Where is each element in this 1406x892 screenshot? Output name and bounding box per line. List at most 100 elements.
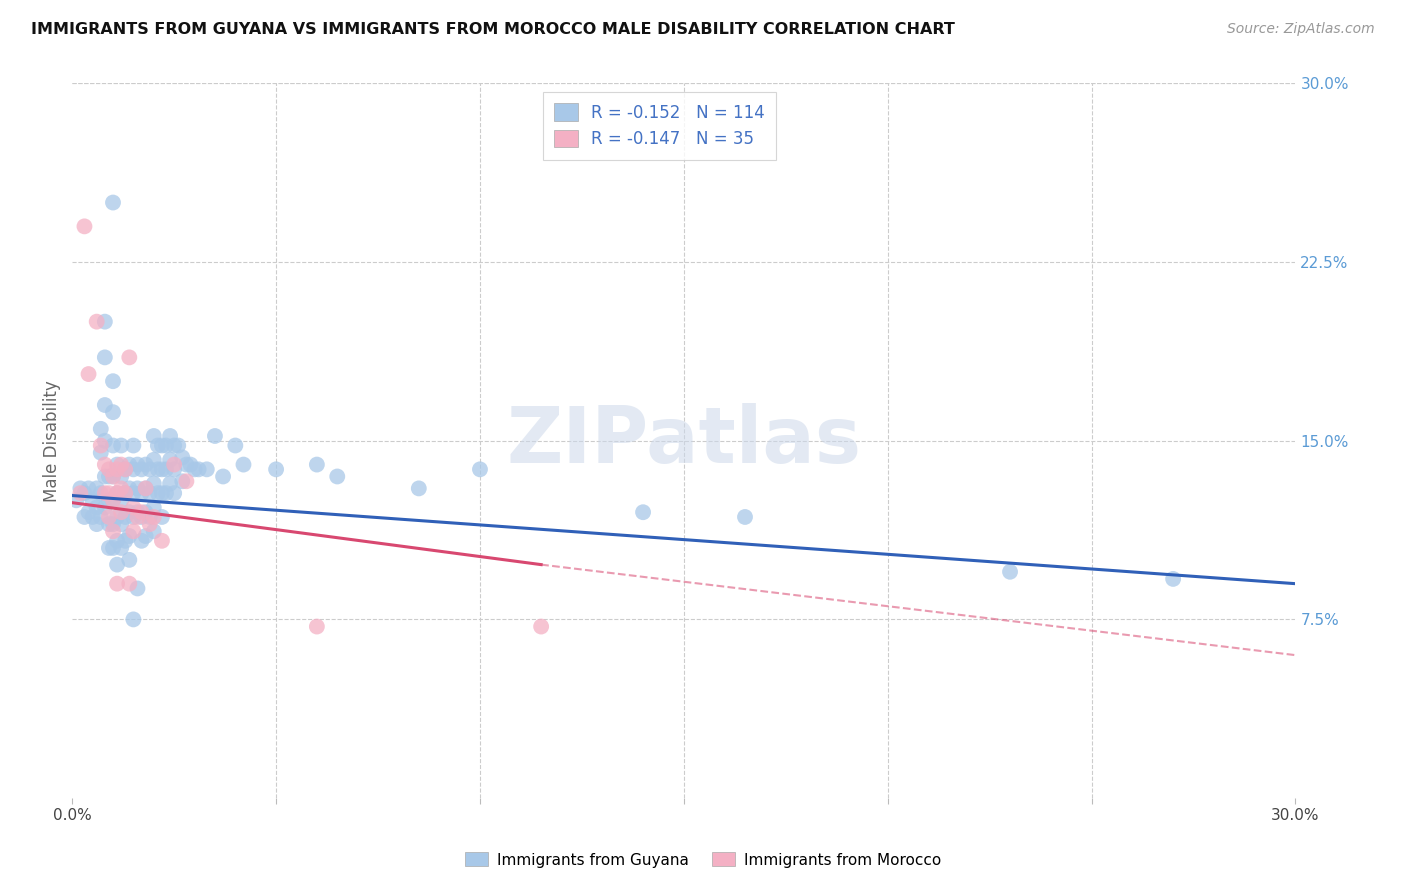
Point	[127, 510, 149, 524]
Point	[142, 524, 165, 539]
Point	[998, 565, 1021, 579]
Point	[118, 482, 141, 496]
Point	[73, 510, 96, 524]
Point	[114, 462, 136, 476]
Point	[232, 458, 254, 472]
Point	[159, 476, 181, 491]
Point	[101, 517, 124, 532]
Point	[77, 482, 100, 496]
Point	[142, 429, 165, 443]
Point	[122, 438, 145, 452]
Point	[101, 493, 124, 508]
Point	[101, 469, 124, 483]
Point	[131, 462, 153, 476]
Point	[110, 505, 132, 519]
Point	[131, 486, 153, 500]
Point	[159, 452, 181, 467]
Point	[90, 438, 112, 452]
Point	[114, 462, 136, 476]
Point	[155, 462, 177, 476]
Point	[73, 219, 96, 234]
Point	[105, 486, 128, 500]
Point	[127, 582, 149, 596]
Point	[118, 505, 141, 519]
Point	[94, 458, 117, 472]
Point	[135, 482, 157, 496]
Point	[135, 529, 157, 543]
Point	[305, 458, 328, 472]
Point	[122, 524, 145, 539]
Point	[110, 541, 132, 555]
Point	[163, 458, 186, 472]
Point	[114, 533, 136, 548]
Point	[127, 505, 149, 519]
Point	[212, 469, 235, 483]
Point	[101, 195, 124, 210]
Point	[77, 505, 100, 519]
Point	[101, 493, 124, 508]
Point	[114, 510, 136, 524]
Point	[167, 438, 190, 452]
Point	[131, 510, 153, 524]
Y-axis label: Male Disability: Male Disability	[44, 380, 60, 501]
Point	[110, 482, 132, 496]
Point	[150, 510, 173, 524]
Point	[142, 452, 165, 467]
Point	[468, 462, 491, 476]
Point	[118, 351, 141, 365]
Point	[97, 541, 120, 555]
Point	[110, 493, 132, 508]
Point	[138, 510, 160, 524]
Point	[631, 505, 654, 519]
Point	[135, 505, 157, 519]
Legend: Immigrants from Guyana, Immigrants from Morocco: Immigrants from Guyana, Immigrants from …	[458, 847, 948, 873]
Point	[86, 482, 108, 496]
Point	[97, 517, 120, 532]
Point	[105, 486, 128, 500]
Point	[105, 533, 128, 548]
Point	[105, 462, 128, 476]
Point	[326, 469, 349, 483]
Point	[172, 450, 194, 465]
Point	[195, 462, 218, 476]
Point	[305, 619, 328, 633]
Point	[101, 469, 124, 483]
Point	[110, 458, 132, 472]
Point	[176, 475, 198, 489]
Point	[90, 510, 112, 524]
Point	[97, 462, 120, 476]
Point	[179, 458, 201, 472]
Point	[204, 429, 226, 443]
Point	[82, 510, 104, 524]
Point	[114, 486, 136, 500]
Point	[94, 434, 117, 448]
Point	[264, 462, 287, 476]
Point	[122, 462, 145, 476]
Legend: R = -0.152   N = 114, R = -0.147   N = 35: R = -0.152 N = 114, R = -0.147 N = 35	[543, 92, 776, 160]
Point	[159, 429, 181, 443]
Point	[101, 524, 124, 539]
Point	[155, 486, 177, 500]
Point	[127, 458, 149, 472]
Point	[150, 462, 173, 476]
Point	[105, 510, 128, 524]
Text: IMMIGRANTS FROM GUYANA VS IMMIGRANTS FROM MOROCCO MALE DISABILITY CORRELATION CH: IMMIGRANTS FROM GUYANA VS IMMIGRANTS FRO…	[31, 22, 955, 37]
Point	[97, 486, 120, 500]
Point	[114, 486, 136, 500]
Point	[94, 351, 117, 365]
Point	[530, 619, 553, 633]
Point	[73, 486, 96, 500]
Point	[142, 510, 165, 524]
Point	[110, 438, 132, 452]
Point	[101, 374, 124, 388]
Point	[101, 541, 124, 555]
Point	[90, 486, 112, 500]
Point	[118, 458, 141, 472]
Point	[97, 510, 120, 524]
Point	[135, 458, 157, 472]
Text: ZIPatlas: ZIPatlas	[506, 403, 862, 479]
Point	[122, 510, 145, 524]
Point	[101, 405, 124, 419]
Point	[146, 438, 169, 452]
Point	[155, 438, 177, 452]
